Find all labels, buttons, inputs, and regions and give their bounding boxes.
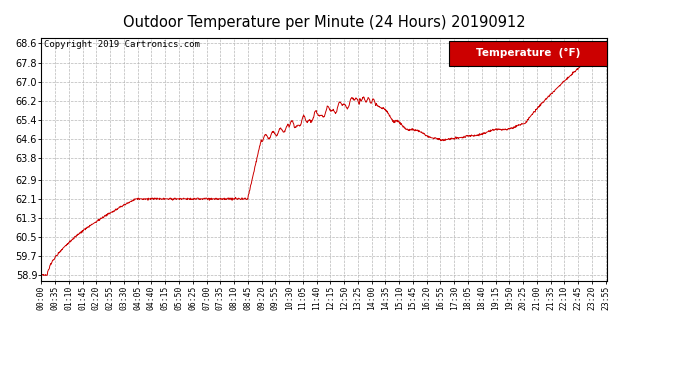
- Text: Outdoor Temperature per Minute (24 Hours) 20190912: Outdoor Temperature per Minute (24 Hours…: [123, 15, 526, 30]
- FancyBboxPatch shape: [448, 41, 607, 66]
- Text: Copyright 2019 Cartronics.com: Copyright 2019 Cartronics.com: [44, 40, 200, 49]
- Text: Temperature  (°F): Temperature (°F): [476, 48, 580, 58]
